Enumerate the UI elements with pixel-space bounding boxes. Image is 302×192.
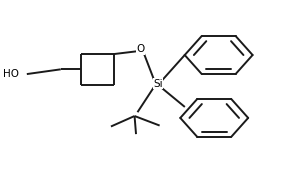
Text: O: O (136, 44, 145, 54)
Text: Si: Si (153, 79, 163, 89)
Text: HO: HO (3, 69, 19, 79)
